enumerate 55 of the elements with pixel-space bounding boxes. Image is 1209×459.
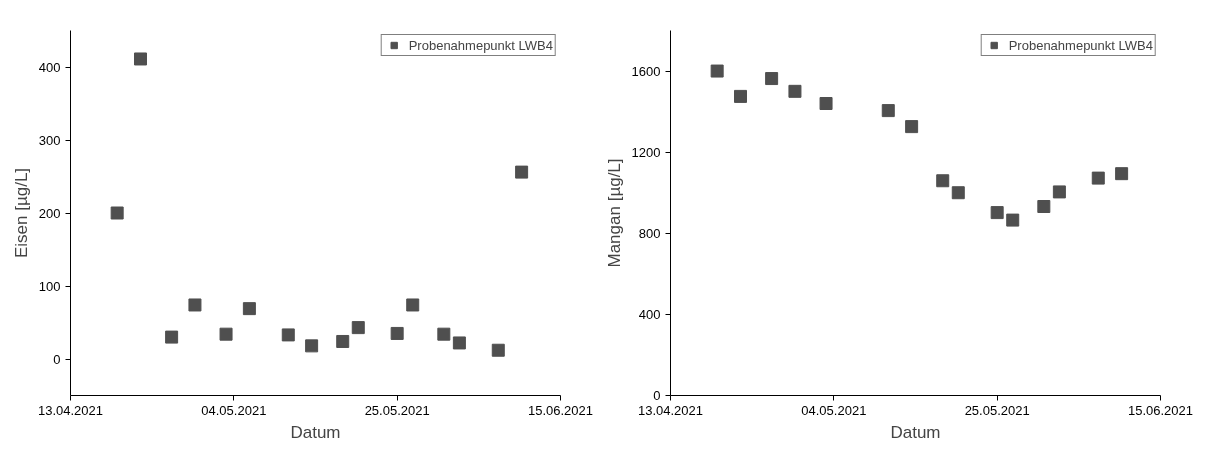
point [242, 302, 256, 316]
y-tick-label: 0 [53, 351, 61, 367]
y-tick-label: 100 [38, 278, 61, 294]
point [765, 72, 779, 86]
y-tick-label: 800 [638, 225, 661, 241]
x-tick-label: 13.04.2021 [37, 402, 104, 418]
point [819, 97, 833, 110]
point [305, 339, 319, 353]
point [710, 64, 724, 78]
point [515, 165, 529, 179]
point [188, 298, 202, 312]
point [281, 328, 295, 342]
point [905, 120, 919, 134]
x-tick-label: 04.05.2021 [201, 402, 267, 418]
point [219, 327, 233, 341]
point [110, 206, 124, 220]
x-tick-label: 25.05.2021 [364, 402, 430, 418]
point [351, 321, 365, 335]
x-tick-label: 15.06.2021 [1127, 402, 1194, 418]
y-tick-label: 400 [638, 306, 661, 322]
x-axis-title: Datum [890, 422, 941, 442]
legend-label: Probenahmepunkt LWB4 [1008, 37, 1153, 53]
point [1006, 213, 1020, 227]
x-tick-label: 15.06.2021 [527, 402, 594, 418]
x-axis-title: Datum [290, 422, 341, 442]
point [734, 89, 747, 103]
y-tick-label: 1200 [631, 144, 661, 160]
point [1037, 200, 1051, 214]
point [936, 174, 950, 188]
point [1091, 171, 1105, 185]
y-tick-label: 200 [38, 205, 61, 221]
y-tick-label: 400 [38, 59, 61, 75]
point [1052, 185, 1066, 199]
point [336, 334, 350, 348]
y-tick-label: 0 [653, 388, 661, 403]
point [491, 343, 505, 357]
point [165, 330, 179, 344]
y-tick-label: 1600 [631, 63, 661, 79]
point [1115, 167, 1129, 181]
point [881, 104, 895, 118]
point [406, 298, 420, 312]
x-tick-label: 04.05.2021 [801, 402, 867, 418]
point [390, 326, 404, 340]
point [990, 206, 1004, 220]
x-tick-label: 13.04.2021 [637, 402, 704, 418]
point [788, 84, 802, 98]
y-tick-label: 300 [38, 132, 61, 148]
y-axis-title: Mangan [µg/L] [604, 158, 624, 268]
y-axis-title: Eisen [µg/L] [11, 167, 31, 259]
point [951, 186, 965, 200]
point [452, 336, 466, 350]
point [437, 327, 451, 341]
x-tick-label: 25.05.2021 [964, 402, 1030, 418]
point [134, 52, 147, 66]
legend-label: Probenahmepunkt LWB4 [408, 37, 553, 53]
